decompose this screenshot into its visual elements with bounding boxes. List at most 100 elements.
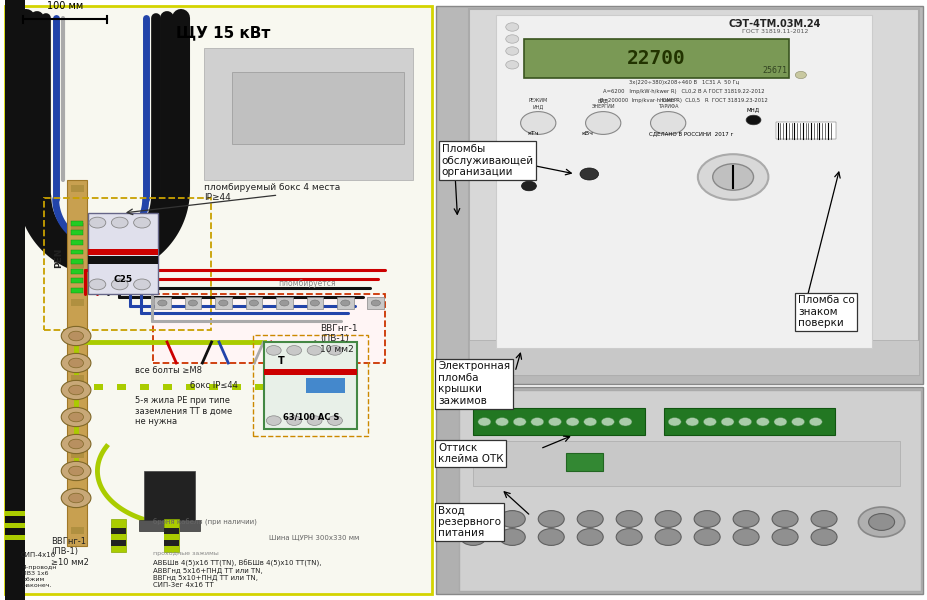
- Bar: [775, 122, 835, 139]
- Circle shape: [499, 529, 525, 545]
- Text: ВИД
ЭНЕРГИИ: ВИД ЭНЕРГИИ: [590, 98, 615, 109]
- Bar: [185, 384, 195, 390]
- Circle shape: [771, 511, 797, 527]
- Bar: [70, 185, 83, 192]
- Circle shape: [61, 353, 91, 373]
- Circle shape: [712, 164, 753, 190]
- Circle shape: [133, 217, 150, 228]
- Bar: [204, 48, 413, 180]
- Bar: [117, 384, 126, 390]
- Circle shape: [61, 434, 91, 454]
- Text: бокс IP≤44: бокс IP≤44: [190, 381, 238, 390]
- Bar: [44, 198, 210, 330]
- Circle shape: [340, 300, 349, 306]
- Bar: [154, 297, 171, 309]
- Bar: [88, 213, 158, 294]
- Circle shape: [538, 511, 564, 527]
- Text: пломбируемый бокс 4 места
IP≥44: пломбируемый бокс 4 места IP≥44: [204, 183, 340, 202]
- Circle shape: [69, 358, 83, 368]
- Text: кВч: кВч: [581, 131, 592, 136]
- Text: все болты ≥М8: все болты ≥М8: [134, 366, 201, 375]
- Text: СЭТ-4ТМ.03М.24: СЭТ-4ТМ.03М.24: [728, 19, 820, 29]
- Bar: [524, 39, 788, 78]
- Circle shape: [703, 418, 716, 426]
- Circle shape: [521, 181, 536, 191]
- Text: А=6200   Imp/kW·h/kwer R)   СL0,2 В А ГОСТ 31819.22-2012: А=6200 Imp/kW·h/kwer R) СL0,2 В А ГОСТ 3…: [603, 89, 764, 94]
- Bar: [184, 297, 201, 309]
- Text: ЩУ 15 кВт: ЩУ 15 кВт: [175, 25, 270, 40]
- Circle shape: [266, 346, 281, 355]
- Bar: [111, 540, 126, 546]
- Circle shape: [771, 529, 797, 545]
- Circle shape: [808, 418, 821, 426]
- Text: броня кабеля (при наличии): броня кабеля (при наличии): [153, 519, 257, 526]
- Circle shape: [773, 418, 786, 426]
- Bar: [71, 288, 83, 293]
- Circle shape: [310, 300, 319, 306]
- Circle shape: [69, 385, 83, 395]
- Circle shape: [69, 412, 83, 422]
- Bar: [88, 256, 158, 264]
- Bar: [164, 519, 179, 552]
- Circle shape: [111, 217, 128, 228]
- Text: C25: C25: [113, 275, 133, 283]
- Text: 63/100 AC S: 63/100 AC S: [283, 413, 338, 421]
- Circle shape: [720, 418, 733, 426]
- Circle shape: [577, 529, 603, 545]
- Text: 5-я жила PE при типе
заземления ТТ в доме
не нужна: 5-я жила PE при типе заземления ТТ в дом…: [134, 396, 232, 426]
- Text: СИП-4х16: СИП-4х16: [20, 552, 56, 558]
- Circle shape: [505, 35, 518, 43]
- Bar: [337, 297, 353, 309]
- Circle shape: [477, 418, 490, 426]
- Bar: [70, 299, 83, 306]
- Circle shape: [69, 439, 83, 449]
- Text: Пломбы
обслуживающей
организации: Пломбы обслуживающей организации: [441, 144, 533, 177]
- Circle shape: [61, 488, 91, 508]
- Circle shape: [857, 507, 904, 537]
- Bar: [70, 527, 83, 534]
- Circle shape: [307, 346, 322, 355]
- Bar: [367, 297, 384, 309]
- Circle shape: [697, 154, 768, 200]
- Bar: [5, 535, 25, 540]
- Text: PEN: PEN: [54, 248, 63, 268]
- Text: 4-проводн
ПВЗ 1х6
обжим
наконеч.: 4-проводн ПВЗ 1х6 обжим наконеч.: [22, 565, 57, 587]
- Bar: [278, 384, 287, 390]
- Text: Вход
резервного
питания: Вход резервного питания: [438, 505, 501, 538]
- Bar: [140, 384, 148, 390]
- Circle shape: [794, 71, 806, 79]
- Circle shape: [548, 418, 561, 426]
- Text: кТч: кТч: [527, 131, 538, 136]
- Circle shape: [579, 168, 598, 180]
- Bar: [264, 342, 357, 429]
- Bar: [347, 384, 356, 390]
- Circle shape: [667, 418, 680, 426]
- Bar: [70, 337, 83, 344]
- Circle shape: [482, 450, 501, 462]
- Bar: [473, 408, 644, 435]
- Text: Шина ЩУРН 300х330 мм: Шина ЩУРН 300х330 мм: [269, 535, 359, 541]
- Circle shape: [219, 300, 228, 306]
- Circle shape: [585, 112, 620, 134]
- Circle shape: [158, 300, 167, 306]
- Bar: [70, 489, 83, 496]
- Bar: [94, 384, 103, 390]
- Circle shape: [505, 23, 518, 31]
- Text: T: T: [277, 356, 285, 366]
- Bar: [324, 384, 333, 390]
- Circle shape: [601, 418, 614, 426]
- Circle shape: [69, 331, 83, 341]
- Circle shape: [538, 529, 564, 545]
- Text: 22700: 22700: [626, 49, 685, 68]
- Bar: [67, 180, 87, 546]
- Bar: [71, 230, 83, 235]
- Circle shape: [307, 416, 322, 425]
- Circle shape: [89, 217, 106, 228]
- Bar: [436, 387, 922, 594]
- Circle shape: [327, 416, 342, 425]
- Circle shape: [654, 511, 680, 527]
- Bar: [306, 378, 345, 393]
- Bar: [232, 72, 403, 144]
- Circle shape: [685, 418, 698, 426]
- Circle shape: [89, 279, 106, 290]
